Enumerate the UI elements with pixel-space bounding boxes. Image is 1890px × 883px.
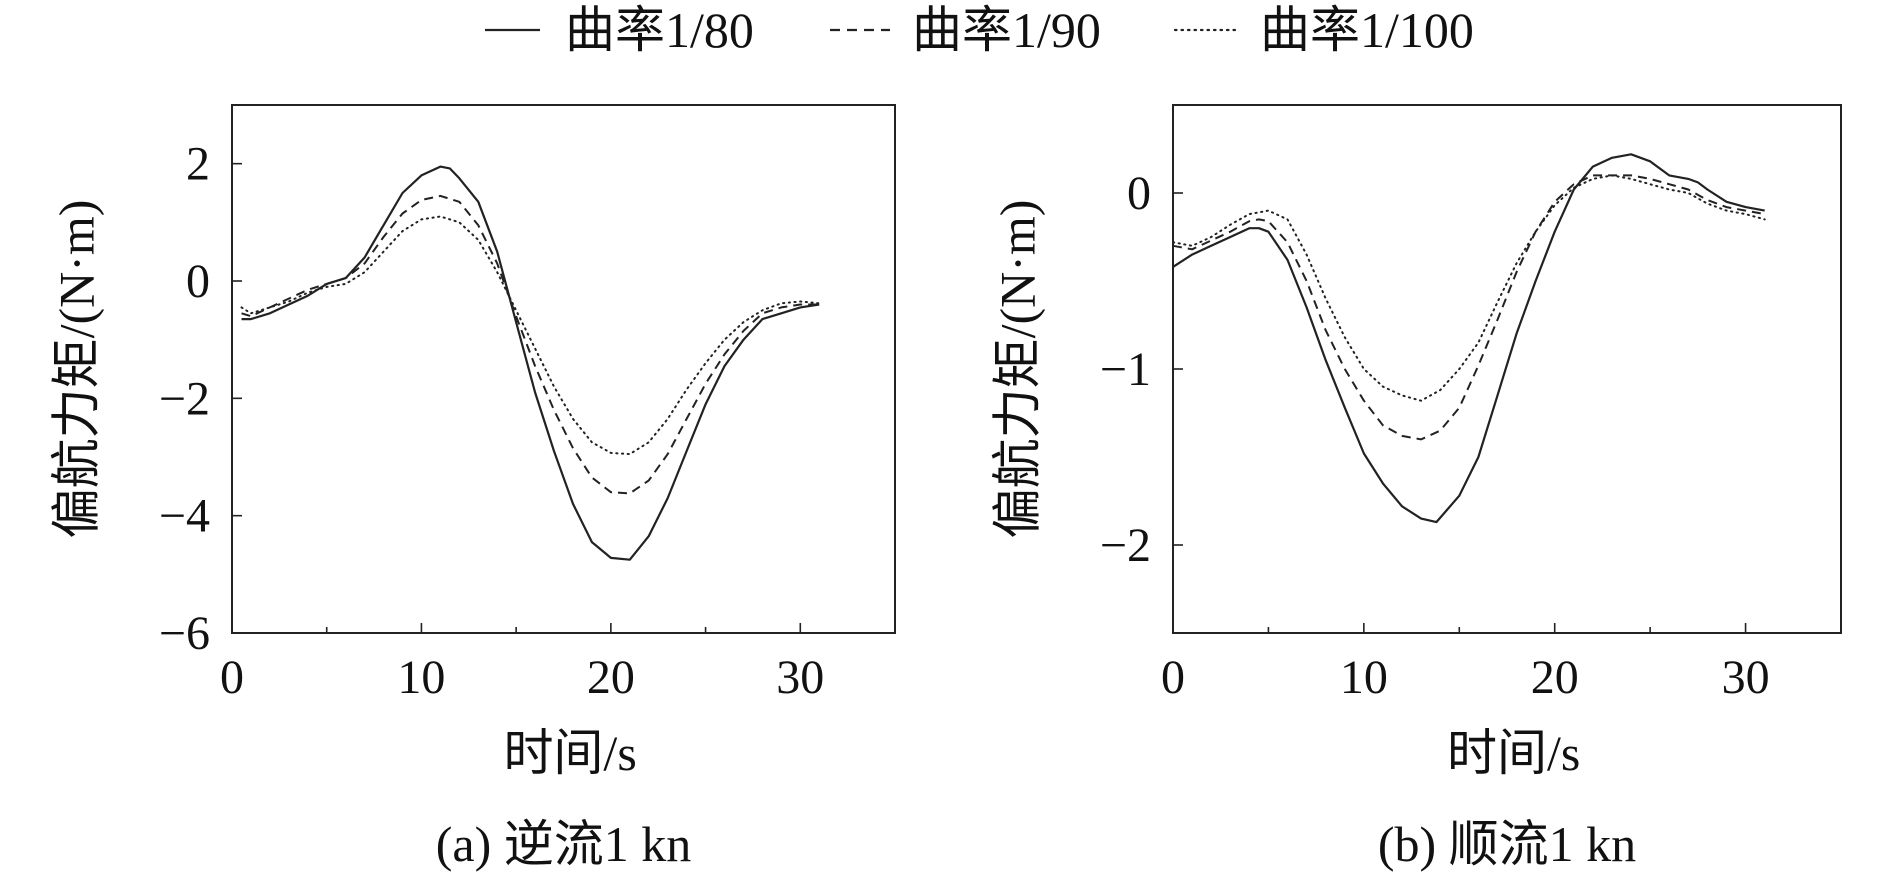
y-tick-label: −2 (1100, 519, 1151, 572)
series-line-solid-counter-current (241, 165, 820, 561)
x-tick-label: 20 (1531, 651, 1579, 704)
y-tick-label: −2 (159, 372, 210, 425)
x-tick-label: 10 (397, 651, 445, 704)
y-tick-label: −6 (159, 607, 210, 660)
x-axis-title: 时间/s (1447, 725, 1580, 781)
x-tick-label: 10 (1340, 651, 1388, 704)
x-tick-label: 0 (1161, 651, 1185, 704)
y-tick-label: 0 (1127, 167, 1151, 220)
series-line-solid-with-current (1172, 153, 1765, 524)
x-tick-label: 20 (587, 651, 635, 704)
y-tick-label: 2 (186, 138, 210, 191)
y-tick-label: 0 (186, 255, 210, 308)
legend-label: 曲率1/90 (912, 2, 1101, 58)
panel-caption: (b) 顺流1 kn (1378, 816, 1636, 872)
panel-caption: (a) 逆流1 kn (436, 816, 692, 872)
plot-frame (231, 104, 896, 634)
panel-counter-current: 0 10 20 30 −6 −4 −2 0 2 时间/s 偏航力矩/(N·m) (a) 逆流1 kn (48, 104, 896, 872)
legend: 曲率1/80 曲率1/90 曲率1/100 (485, 2, 1474, 58)
x-tick-label: 30 (776, 651, 824, 704)
y-tick-label: −1 (1100, 343, 1151, 396)
series-line-dotted-counter-current (240, 215, 821, 456)
y-axis-title: 偏航力矩/(N·m) (48, 200, 104, 539)
series-line-dotted-with-current (1172, 174, 1766, 402)
series-line-dashed-with-current (1172, 174, 1765, 441)
panel-with-current: 0 10 20 30 −2 −1 0 时间/s 偏航力矩/(N·m) (b) 顺流1 kn (989, 104, 1842, 872)
plot-frame (1172, 104, 1842, 634)
y-axis-title: 偏航力矩/(N·m) (989, 200, 1045, 539)
x-tick-label: 0 (220, 651, 244, 704)
legend-label: 曲率1/80 (565, 2, 754, 58)
x-tick-label: 30 (1722, 651, 1770, 704)
series-line-dashed-counter-current (241, 194, 820, 495)
legend-label: 曲率1/100 (1260, 2, 1474, 58)
y-tick-label: −4 (159, 490, 210, 543)
x-axis-title: 时间/s (503, 725, 636, 781)
